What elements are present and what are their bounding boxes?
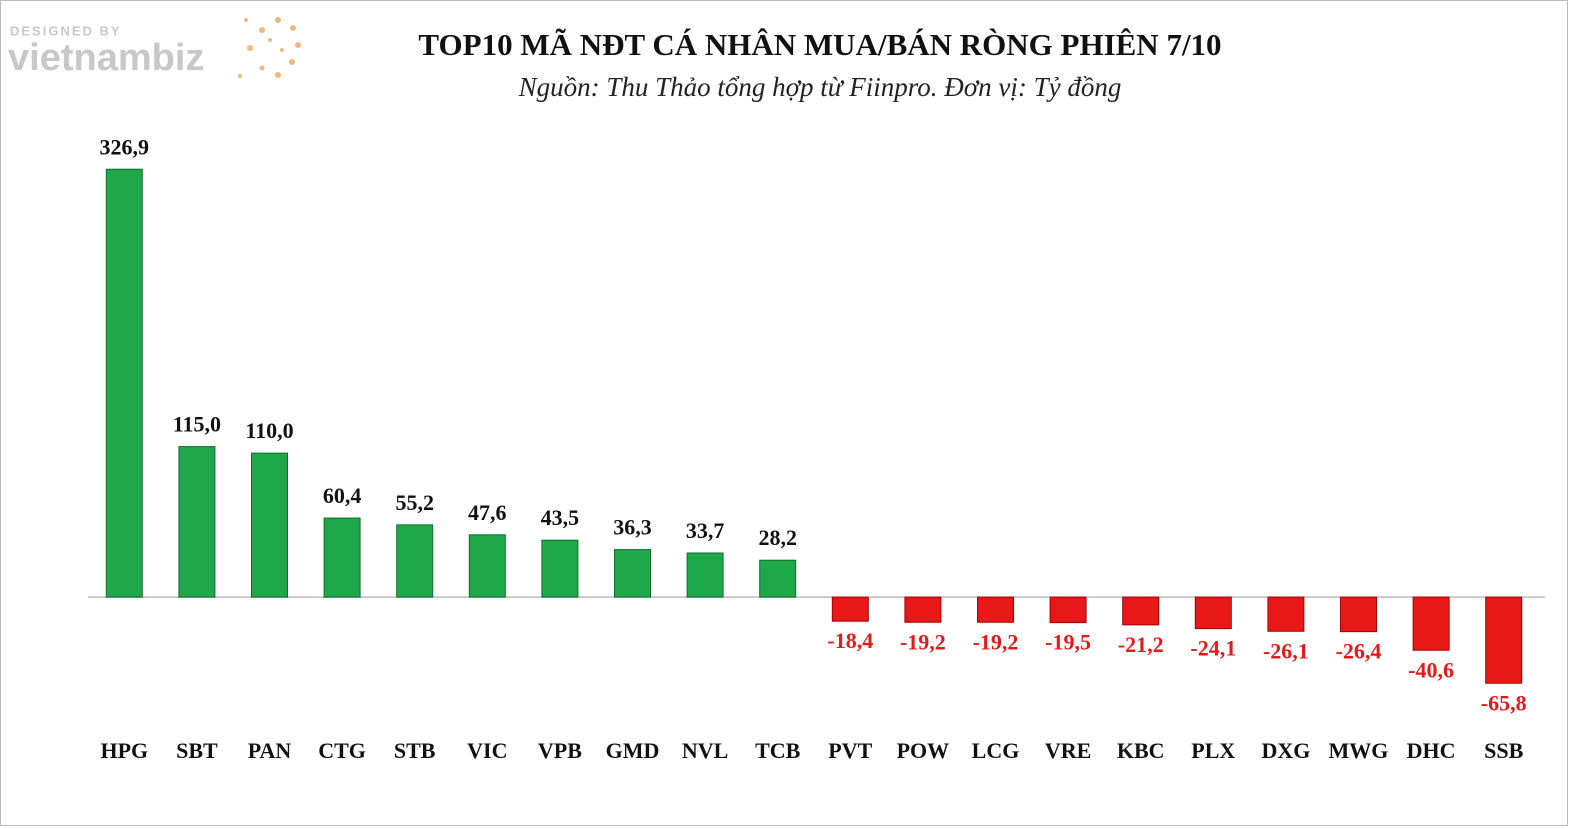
value-label: -26,1 [1263,638,1309,663]
value-label: -19,5 [1045,630,1091,655]
value-label: -19,2 [900,629,946,654]
bar [323,517,361,598]
value-label: -24,1 [1190,636,1236,661]
x-tick-label: DXG [1261,738,1310,763]
x-tick-label: CTG [318,738,366,763]
value-label: 326,9 [100,134,150,159]
bar [759,559,797,598]
x-tick-label: POW [897,738,950,763]
value-label: -65,8 [1481,690,1527,715]
bar [1194,596,1232,630]
value-label: -19,2 [973,629,1019,654]
watermark-brand: vietnambiz [8,37,204,79]
bar [396,524,434,598]
chart-subtitle: Nguồn: Thu Thảo tổng hợp từ Fiinpro. Đơn… [518,72,1122,102]
bar [468,534,506,598]
bar [541,539,579,598]
value-label: 55,2 [395,490,434,515]
bar [1049,596,1087,624]
x-tick-label: HPG [100,738,148,763]
bar [1485,596,1523,684]
x-tick-label: SSB [1484,738,1523,763]
value-label: 36,3 [613,515,652,540]
x-tick-label: SBT [176,738,218,763]
value-label: -18,4 [827,628,873,653]
bar [1267,596,1305,632]
x-tick-label: NVL [682,738,728,763]
x-tick-label: VIC [467,738,507,763]
value-label: 43,5 [541,505,580,530]
x-tick-label: PAN [248,738,292,763]
value-label: 110,0 [245,418,293,443]
bar [105,168,143,598]
x-tick-label: TCB [755,738,801,763]
x-tick-label: GMD [606,738,660,763]
bar [178,446,216,598]
x-tick-label: VPB [538,738,582,763]
value-label: -26,4 [1336,639,1382,664]
bar [1412,596,1450,651]
x-tick-label: MWG [1329,738,1389,763]
bar [977,596,1014,623]
value-label: 33,7 [686,518,725,543]
x-tick-label: PVT [828,738,872,763]
bar [831,596,869,622]
bar [1122,596,1160,626]
value-label: 28,2 [758,525,797,550]
bar [686,552,724,598]
logo-sun [238,17,301,78]
x-tick-label: VRE [1045,738,1091,763]
value-label: -40,6 [1408,657,1454,682]
bar [1340,596,1377,633]
bar [614,549,651,598]
value-label: -21,2 [1118,632,1164,657]
value-label: 115,0 [173,412,221,437]
x-tick-label: LCG [972,738,1020,763]
x-tick-label: STB [394,738,436,763]
x-tick-label: PLX [1191,738,1235,763]
x-tick-label: DHC [1407,738,1456,763]
x-tick-label: KBC [1117,738,1165,763]
watermark-small: DESIGNED BY [10,23,122,38]
value-label: 60,4 [323,483,362,508]
bar [904,596,942,623]
chart-title: TOP10 MÃ NĐT CÁ NHÂN MUA/BÁN RÒNG PHIÊN … [418,27,1221,62]
bar [251,452,288,598]
value-label: 47,6 [468,500,507,525]
